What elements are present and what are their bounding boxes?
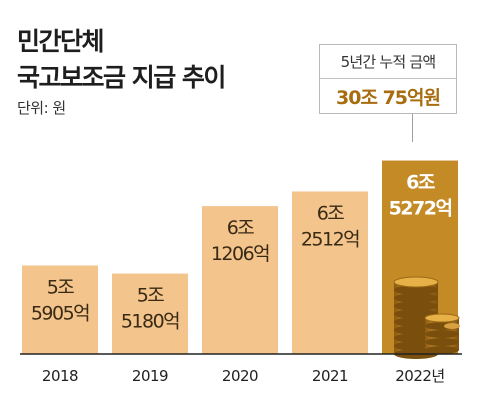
callout-divider — [320, 78, 456, 79]
bar-value-label: 6조 — [227, 217, 255, 239]
x-tick-label: 2021 — [312, 367, 348, 385]
coin-edge — [425, 330, 459, 338]
bar-value-label: 5272억 — [389, 198, 452, 220]
bar-value-label: 5조 — [137, 285, 165, 307]
bar-value-label: 2512억 — [301, 228, 359, 250]
bar-value-label: 5180억 — [121, 311, 179, 333]
coin-top — [393, 276, 439, 288]
callout-value: 30조 75억원 — [336, 87, 441, 109]
bar-value-label: 5조 — [47, 276, 75, 298]
coin-edge — [425, 338, 459, 346]
coin-loose — [444, 323, 460, 329]
bar-2019 — [112, 273, 188, 354]
coin-top — [424, 313, 460, 323]
bar-data-labels: 5조 5905억 5조 5180억 6조 1206억 6조 2512억 6조 5272억 — [31, 172, 453, 333]
coin-stack-illustration — [393, 276, 460, 359]
callout-label: 5년간 누적 금액 — [340, 53, 436, 71]
bar-value-label: 6조 — [406, 172, 435, 194]
x-tick-label: 2020 — [222, 367, 258, 385]
coin-edge — [394, 301, 438, 311]
coin-edge — [394, 285, 438, 295]
x-tick-label: 2018 — [42, 367, 78, 385]
x-tick-label: 2022년 — [395, 367, 444, 385]
bar-2020 — [202, 206, 278, 354]
x-axis-tick-labels: 2018 2019 2020 2021 2022년 — [42, 367, 445, 385]
coin-edge — [425, 346, 459, 354]
cumulative-total-callout: 5년간 누적 금액 30조 75억원 — [319, 44, 457, 114]
x-tick-label: 2019 — [132, 367, 168, 385]
chart-title-line-2: 국고보조금 지급 추이 — [17, 63, 226, 92]
coin-edge — [394, 293, 438, 303]
bar-2021 — [292, 191, 368, 354]
bar-2018 — [22, 265, 98, 354]
bar-value-label: 1206억 — [211, 243, 269, 265]
bars — [22, 160, 458, 354]
unit-label: 단위: 원 — [17, 99, 66, 117]
bar-value-label: 5905억 — [31, 302, 89, 324]
bar-value-label: 6조 — [317, 202, 345, 224]
callout-connector-line — [412, 114, 413, 142]
chart-title-line-1: 민간단체 — [17, 27, 105, 56]
